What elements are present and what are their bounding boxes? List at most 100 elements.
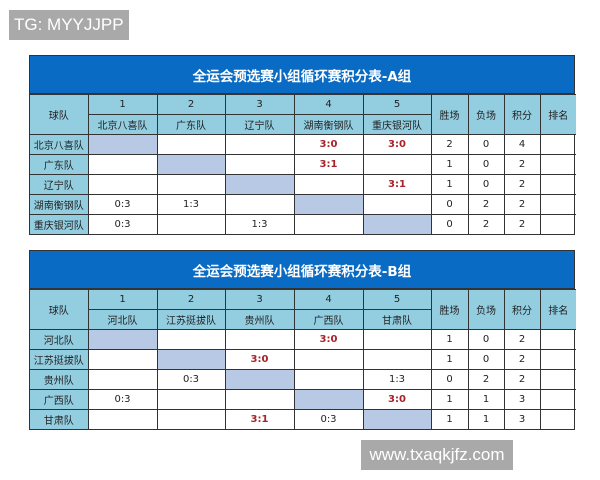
team-name: 甘肃队 [30,409,89,429]
match-result-cell [224,154,295,175]
opponent-team-header: 北京八喜队 [88,114,158,135]
table-row: 重庆银河队 0:3 1:3 0 2 2 [30,214,576,234]
table-row: 湖南衡钢队 0:3 1:3 0 2 2 [30,194,576,215]
wins-value: 1 [430,409,469,429]
team-name: 北京八喜队 [30,134,89,155]
team-name: 江苏挺拔队 [30,349,89,370]
rank-value [539,174,576,195]
self-match-cell [362,214,432,234]
match-result-cell [362,349,432,370]
table-row: 河北队 3:0 1 0 2 [30,329,576,350]
opponent-team-header: 甘肃队 [362,309,431,330]
wins-column-header: 胜场 [430,289,469,330]
opponent-team-header: 贵州队 [224,309,295,330]
match-result-cell [224,329,295,350]
points-column-header: 积分 [503,289,541,330]
rank-value [539,409,576,429]
rank-value [539,134,576,155]
opponent-team-header: 重庆银河队 [362,114,431,135]
table-row: 贵州队 0:3 1:3 0 2 2 [30,369,576,390]
losses-value: 0 [467,174,505,195]
team-name: 广西队 [30,389,89,410]
header-row-teams: 北京八喜队 广东队 辽宁队 湖南衡钢队 重庆银河队 [30,114,576,135]
opponent-team-header: 河北队 [88,309,158,330]
table-title: 全运会预选赛小组循环赛积分表-B组 [30,251,574,289]
losses-value: 1 [467,409,505,429]
table-row: 广东队 3:1 1 0 2 [30,154,576,175]
team-name: 湖南衡钢队 [30,194,89,215]
points-value: 3 [503,409,541,429]
rank-value [539,389,576,410]
rank-value [539,369,576,390]
match-result-cell: 3:1 [293,154,364,175]
losses-value: 0 [467,349,505,370]
wins-value: 1 [430,154,469,175]
self-match-cell [156,349,226,370]
wins-value: 0 [430,194,469,215]
losses-value: 0 [467,329,505,350]
points-value: 2 [503,214,541,234]
losses-column-header: 负场 [467,289,505,330]
match-result-cell: 0:3 [156,369,226,390]
rank-value [539,154,576,175]
team-name: 重庆银河队 [30,214,89,234]
points-value: 2 [503,194,541,215]
match-result-cell [293,214,364,234]
rank-value [539,194,576,215]
wins-column-header: 胜场 [430,94,469,135]
rank-value [539,349,576,370]
match-result-cell [156,389,226,410]
opponent-number-header: 2 [156,94,226,115]
opponent-team-header: 辽宁队 [224,114,295,135]
table-row: 辽宁队 3:1 1 0 2 [30,174,576,195]
opponent-team-header: 广东队 [156,114,226,135]
losses-value: 2 [467,194,505,215]
rank-column-header: 排名 [539,289,576,330]
wins-value: 0 [430,369,469,390]
group-a-standings-table: 全运会预选赛小组循环赛积分表-A组 球队 1 2 3 4 5 胜场 负场 积分 排名 北京八喜队 广东… [29,55,576,235]
match-result-cell: 1:3 [156,194,226,215]
self-match-cell [293,389,364,410]
match-result-cell [293,349,364,370]
match-result-cell: 1:3 [362,369,432,390]
team-name: 辽宁队 [30,174,89,195]
wins-value: 1 [430,329,469,350]
opponent-number-header: 5 [362,289,432,310]
losses-value: 1 [467,389,505,410]
table-row: 江苏挺拔队 3:0 1 0 2 [30,349,576,370]
team-name: 贵州队 [30,369,89,390]
rank-column-header: 排名 [539,94,576,135]
points-value: 3 [503,389,541,410]
self-match-cell [156,154,226,175]
watermark-bottom: www.txaqkjfz.com [361,440,513,470]
team-name: 广东队 [30,154,89,175]
team-column-header: 球队 [30,94,89,135]
watermark-top: TG: MYYJJPP [9,10,129,40]
match-result-cell [156,214,226,234]
match-result-cell [156,134,226,155]
header-row-teams: 河北队 江苏挺拔队 贵州队 广西队 甘肃队 [30,309,576,330]
match-result-cell [362,154,432,175]
match-result-cell: 0:3 [87,389,158,410]
points-value: 4 [503,134,541,155]
points-column-header: 积分 [503,94,541,135]
wins-value: 1 [430,174,469,195]
losses-value: 2 [467,214,505,234]
match-result-cell: 3:0 [362,389,432,410]
opponent-number-header: 4 [293,289,364,310]
losses-value: 2 [467,369,505,390]
match-result-cell: 0:3 [87,214,158,234]
wins-value: 1 [430,349,469,370]
losses-value: 0 [467,154,505,175]
points-value: 2 [503,154,541,175]
self-match-cell [224,369,295,390]
match-result-cell [224,194,295,215]
opponent-number-header: 3 [224,289,295,310]
match-result-cell: 3:0 [293,134,364,155]
losses-value: 0 [467,134,505,155]
match-result-cell: 3:0 [224,349,295,370]
rank-value [539,214,576,234]
wins-value: 2 [430,134,469,155]
header-row-numbers: 球队 1 2 3 4 5 胜场 负场 积分 排名 [30,94,576,135]
points-value: 2 [503,349,541,370]
